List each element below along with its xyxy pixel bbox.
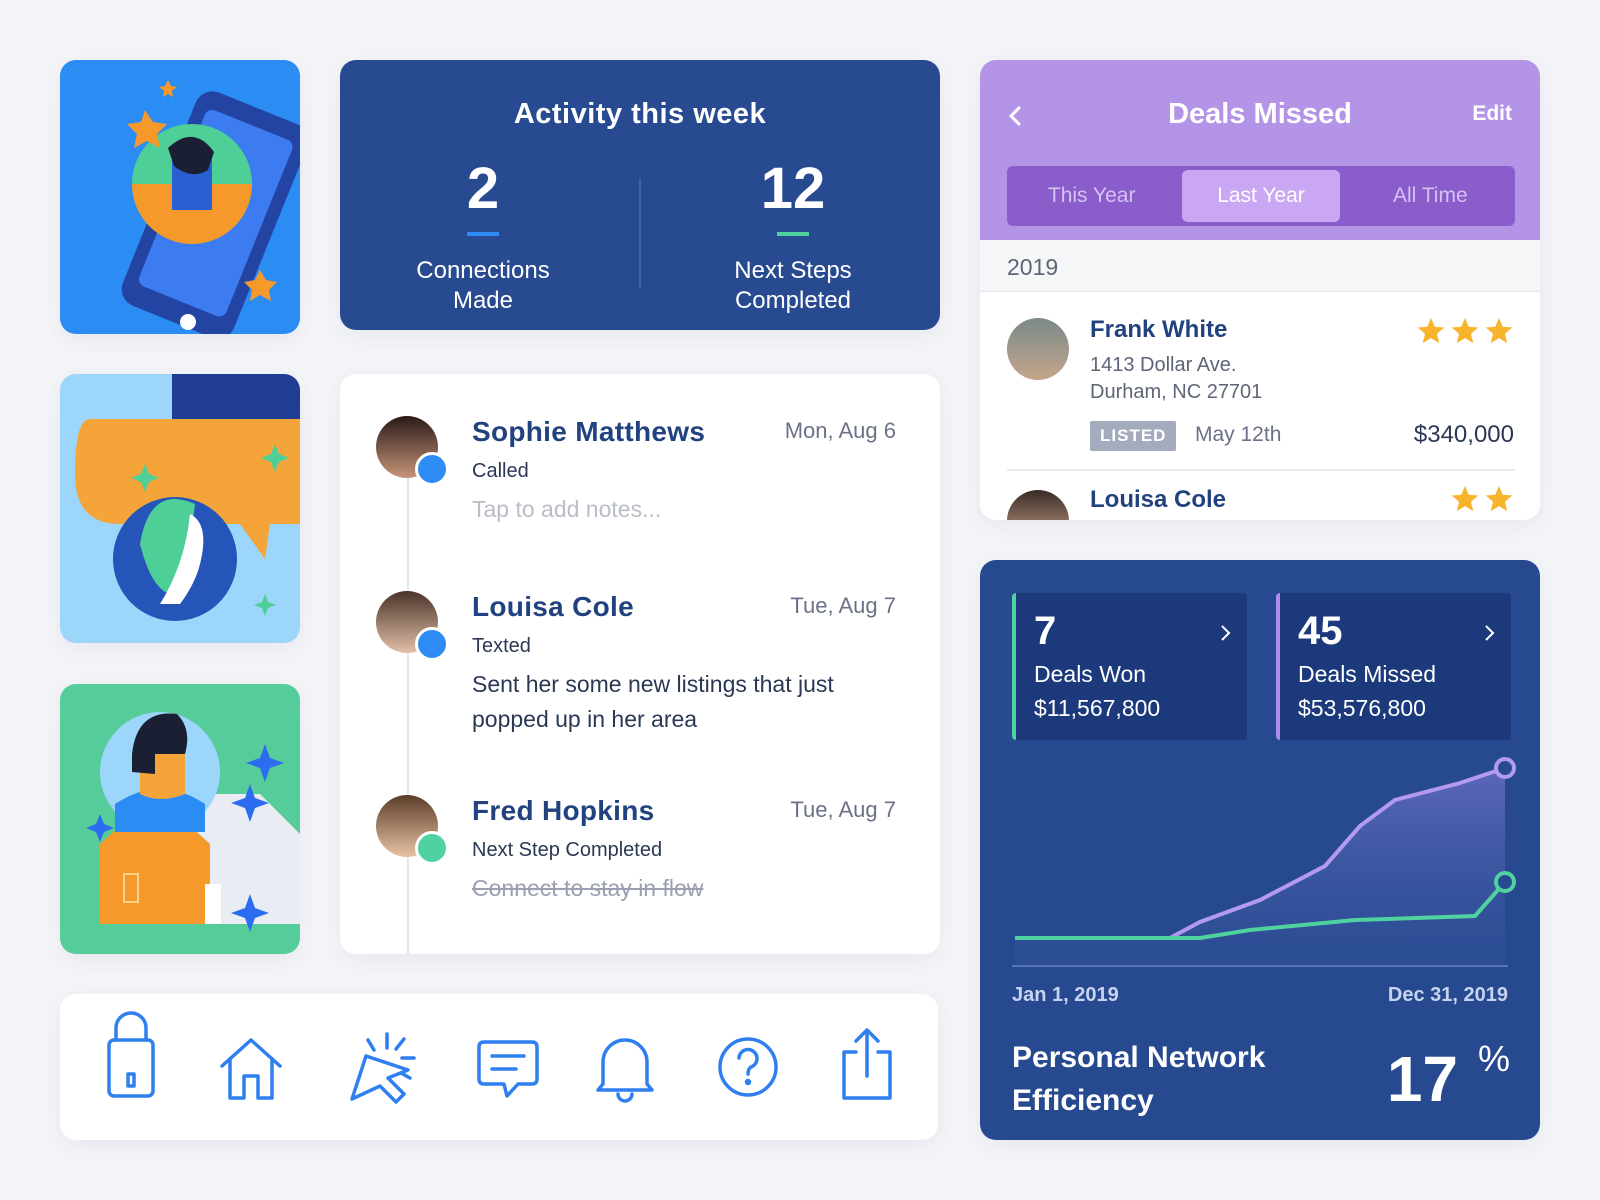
entry-date: Tue, Aug 7	[790, 593, 896, 618]
stat: 12 Next Steps Completed	[680, 155, 906, 316]
nav-bar	[60, 994, 938, 1140]
divider	[1007, 469, 1515, 471]
stat-amount: $53,576,800	[1298, 695, 1426, 721]
entry-note: Tap to add notes...	[472, 496, 662, 522]
action-badge	[415, 452, 449, 486]
chevron	[1485, 625, 1495, 641]
stat-amount: $11,567,800	[1034, 695, 1161, 721]
contact-name: Fred Hopkins	[472, 795, 655, 826]
avatar	[1007, 318, 1069, 380]
illustration-chat	[60, 374, 300, 643]
contact-name: Sophie Matthews	[472, 416, 706, 447]
deal-price: $340,000	[1413, 421, 1514, 448]
stat-label: Deals Missed	[1298, 661, 1437, 687]
timeline-entry: Sophie Matthews Mon, Aug 6 Called Tap to ad…	[340, 416, 940, 584]
entry-note: Sent her some new listings that just pop…	[472, 671, 834, 732]
help-icon[interactable]	[718, 1037, 778, 1097]
illustration-house	[60, 684, 300, 954]
activity-card: Activity this week 2 Connections Made 12…	[340, 60, 940, 330]
stat-value: 12	[760, 156, 826, 221]
end-point	[1494, 871, 1516, 893]
address: 1413 Dollar Ave.	[1090, 354, 1237, 376]
illustration-phone	[60, 60, 300, 334]
entry-note: Connect to stay in flow	[472, 875, 704, 901]
stat-label: Connections Made	[416, 257, 550, 314]
timeline-line	[407, 454, 409, 954]
timeline-entry: Fred Hopkins Tue, Aug 7 Next Step Complete…	[340, 795, 940, 954]
activity-title: Activity this week	[513, 98, 767, 130]
area	[1015, 768, 1505, 966]
metric-value: 17	[1386, 1043, 1458, 1115]
address: Durham, NC 27701	[1090, 381, 1263, 403]
timeline-card: Sophie Matthews Mon, Aug 6 Called Tap to ad…	[340, 374, 940, 954]
tab[interactable]: All Time	[1392, 184, 1468, 207]
underline	[777, 232, 809, 236]
star	[1451, 317, 1479, 344]
star	[1485, 317, 1513, 344]
lock-icon[interactable]	[107, 1011, 155, 1098]
metric-unit: %	[1477, 1038, 1510, 1079]
end-point	[1494, 757, 1516, 779]
illustration	[86, 712, 300, 932]
tab-bar: This Year Last Year All Time	[1007, 166, 1515, 226]
home-icon[interactable]	[220, 1038, 282, 1100]
deals-missed-card: Deals Missed Edit This Year Last Year All …	[980, 60, 1540, 520]
star	[1417, 317, 1445, 344]
illustration	[121, 80, 300, 334]
back-button[interactable]	[1006, 104, 1026, 128]
rating	[1446, 484, 1514, 519]
year-label: 2019	[1007, 254, 1059, 280]
trend-chart	[1012, 757, 1516, 967]
action-badge	[415, 831, 449, 865]
entry-date: Mon, Aug 6	[784, 418, 896, 443]
stat-value: 2	[466, 156, 500, 221]
entry-action: Called	[472, 460, 529, 482]
line-won	[1015, 880, 1507, 940]
stat: 2 Connections Made	[370, 155, 596, 316]
timeline-entry: Louisa Cole Tue, Aug 7 Texted Sent her some…	[340, 591, 940, 759]
edit-button[interactable]: Edit	[1472, 102, 1512, 125]
underline	[467, 232, 499, 236]
stat-card[interactable]: 45 Deals Missed $53,576,800	[1276, 593, 1511, 740]
action-badge	[415, 627, 449, 661]
rating	[1412, 316, 1514, 351]
end-date: Dec 31, 2019	[1387, 984, 1508, 1006]
stat-value: 45	[1298, 609, 1343, 653]
entry-action: Texted	[472, 635, 531, 657]
star	[1451, 485, 1479, 512]
card-title: Deals Missed	[1168, 98, 1352, 130]
avatar	[1007, 490, 1069, 520]
stat-card[interactable]: 7 Deals Won $11,567,800	[1012, 593, 1247, 740]
entry-date: Tue, Aug 7	[790, 797, 896, 822]
deal-name: Frank White	[1090, 316, 1228, 343]
start-date: Jan 1, 2019	[1012, 984, 1119, 1006]
message-icon[interactable]	[477, 1040, 539, 1098]
line-missed	[1015, 766, 1506, 940]
divider	[639, 178, 641, 288]
contact-name: Louisa Cole	[472, 591, 634, 622]
deal-name: Louisa Cole	[1090, 486, 1227, 513]
bell-icon[interactable]	[596, 1038, 654, 1103]
pointer-icon[interactable]	[350, 1032, 416, 1104]
year-row	[980, 240, 1540, 292]
tab[interactable]: Last Year	[1182, 170, 1340, 222]
share-icon[interactable]	[842, 1028, 892, 1100]
metric-label: Personal Network Efficiency	[1012, 1041, 1266, 1117]
stat-value: 7	[1034, 609, 1057, 653]
star	[1485, 485, 1513, 512]
tab[interactable]: This Year	[1047, 184, 1136, 207]
summary-card: 7 Deals Won $11,567,800 45 Deals Missed $53,5…	[980, 560, 1540, 1140]
illustration	[75, 374, 300, 621]
deal-date: May 12th	[1195, 423, 1282, 446]
entry-action: Next Step Completed	[472, 839, 663, 861]
nav-icons	[107, 1011, 892, 1104]
stat-label: Next Steps Completed	[734, 257, 852, 314]
stat-label: Deals Won	[1034, 661, 1147, 687]
status-badge: LISTED	[1090, 421, 1177, 451]
chevron	[1221, 625, 1231, 641]
